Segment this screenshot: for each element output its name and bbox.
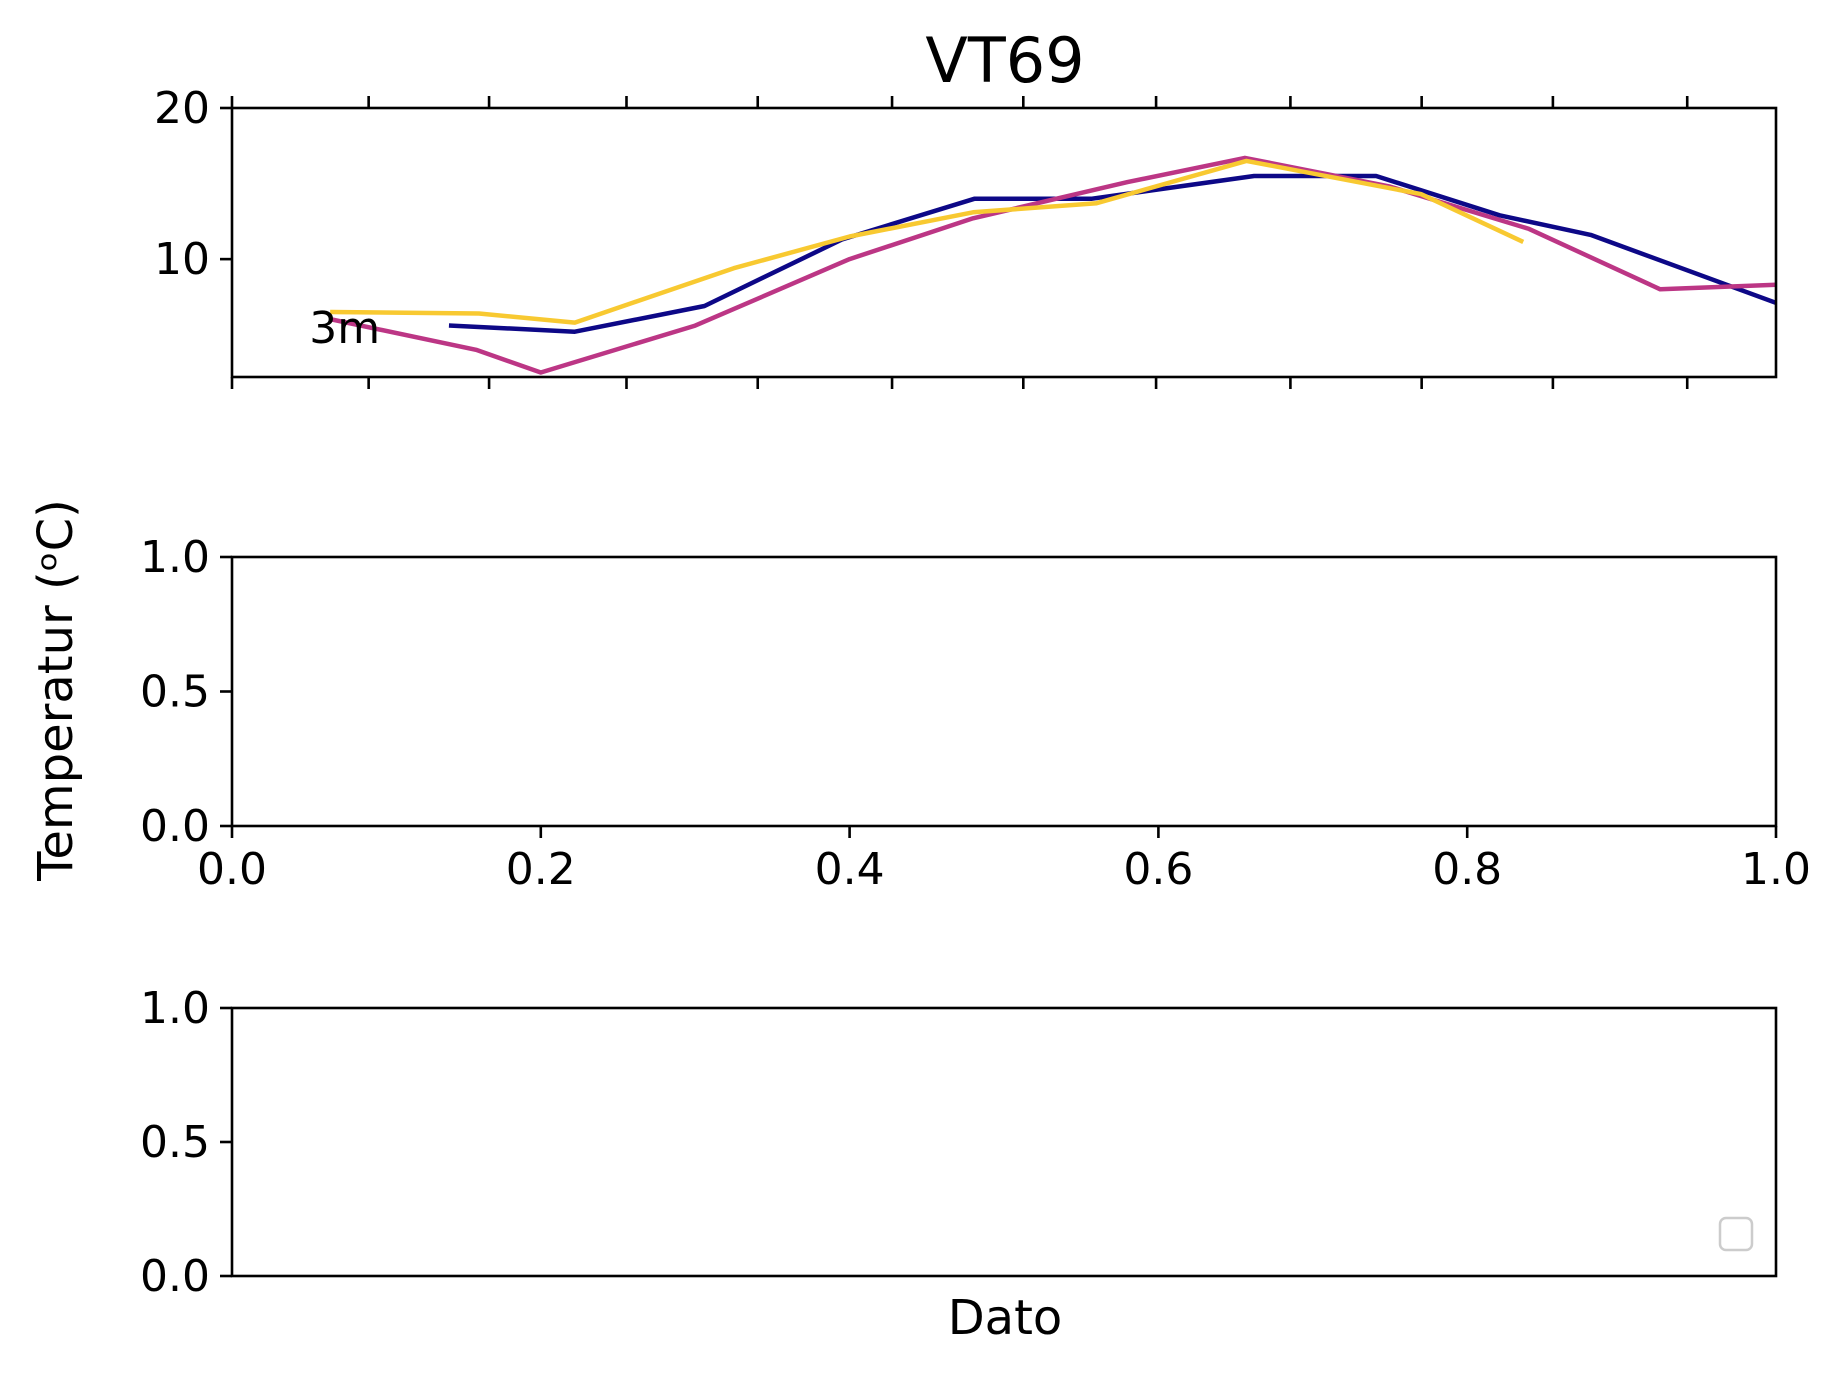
top-ytick-label: 20 <box>154 83 210 134</box>
bottom-legend-box <box>1718 1216 1754 1252</box>
top-series-line-2 <box>330 158 1525 325</box>
middle-ytick-label: 1.0 <box>140 532 210 583</box>
middle-ytick-label: 0.5 <box>140 667 210 718</box>
top-axes-frame <box>230 106 1778 379</box>
bottom-ytick-label: 0.5 <box>140 1117 210 1168</box>
middle-xtick-label: 1.0 <box>1741 844 1811 895</box>
bottom-axes-frame <box>230 1006 1778 1278</box>
top-series-line-1 <box>329 155 1776 375</box>
bottom-ytick-label: 1.0 <box>140 983 210 1034</box>
top-ytick-label: 10 <box>154 234 210 285</box>
x-axis-label: Dato <box>948 1290 1063 1346</box>
chart-title: VT69 <box>925 24 1084 97</box>
middle-xtick-label: 0.2 <box>506 844 576 895</box>
middle-ytick-label: 0.0 <box>140 801 210 852</box>
middle-xtick-label: 0.4 <box>815 844 885 895</box>
top-series-line-0 <box>448 173 1776 334</box>
middle-xtick-label: 0.0 <box>197 844 267 895</box>
middle-panel: 0.0 0.5 1.0 0.0 0.2 0.4 0.6 0.8 1.0 <box>140 532 1811 895</box>
middle-axes-frame <box>230 555 1778 828</box>
bottom-panel: 0.0 0.5 1.0 <box>140 983 1778 1302</box>
middle-xtick-label: 0.8 <box>1432 844 1502 895</box>
y-axis-label: Temperatur (ᵒC) <box>28 499 84 882</box>
bottom-ytick-label: 0.0 <box>140 1251 210 1302</box>
top-annotation: 3m <box>309 303 380 354</box>
top-panel: 10 20 3m <box>154 83 1778 389</box>
middle-xtick-label: 0.6 <box>1123 844 1193 895</box>
